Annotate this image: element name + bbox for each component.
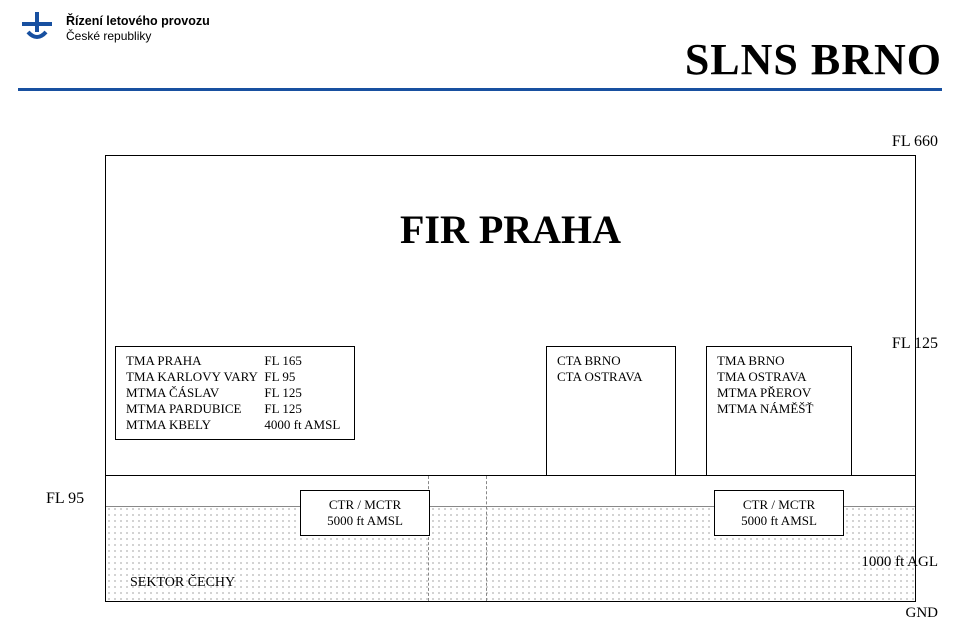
logo-area: Řízení letového provozu České republiky bbox=[18, 8, 210, 49]
ctr2-l2: 5000 ft AMSL bbox=[725, 513, 833, 529]
fl125-label: FL 125 bbox=[892, 335, 938, 353]
tma-east-box: TMA BRNO TMA OSTRAVA MTMA PŘEROV MTMA NÁ… bbox=[706, 346, 852, 477]
row-2-val: FL 125 bbox=[264, 385, 344, 401]
row-3-val: FL 125 bbox=[264, 401, 344, 417]
fir-title: FIR PRAHA bbox=[106, 206, 915, 253]
ctr2-l1: CTR / MCTR bbox=[725, 497, 833, 513]
te-l3: MTMA PŘEROV bbox=[717, 385, 841, 401]
row-3-name: MTMA PARDUBICE bbox=[126, 401, 264, 417]
agl-label: 1000 ft AGL bbox=[861, 554, 938, 571]
gnd-label: GND bbox=[906, 605, 939, 622]
te-l2: TMA OSTRAVA bbox=[717, 369, 841, 385]
row-2-name: MTMA ČÁSLAV bbox=[126, 385, 264, 401]
ctr1-l1: CTR / MCTR bbox=[311, 497, 419, 513]
fl660-label: FL 660 bbox=[892, 133, 938, 151]
fir-box: FIR PRAHA TMA PRAHAFL 165 TMA KARLOVY VA… bbox=[105, 155, 916, 477]
ctr-west-box: CTR / MCTR 5000 ft AMSL bbox=[300, 490, 430, 536]
row-1-val: FL 95 bbox=[264, 369, 344, 385]
row-0-name: TMA PRAHA bbox=[126, 353, 264, 369]
page-title: SLNS BRNO bbox=[685, 34, 942, 85]
sektor-label: SEKTOR ČECHY bbox=[130, 575, 235, 591]
header-rule bbox=[18, 88, 942, 91]
ctr-east-box: CTR / MCTR 5000 ft AMSL bbox=[714, 490, 844, 536]
row-1-name: TMA KARLOVY VARY bbox=[126, 369, 264, 385]
lower-box: CTR / MCTR 5000 ft AMSL CTR / MCTR 5000 … bbox=[105, 475, 916, 602]
logo-text: Řízení letového provozu České republiky bbox=[66, 14, 210, 43]
cta-l1: CTA BRNO bbox=[557, 353, 665, 369]
row-4-val: 4000 ft AMSL bbox=[264, 417, 344, 433]
te-l4: MTMA NÁMĚŠŤ bbox=[717, 401, 841, 417]
cta-l2: CTA OSTRAVA bbox=[557, 369, 665, 385]
org-line1: Řízení letového provozu bbox=[66, 14, 210, 29]
row-4-name: MTMA KBELY bbox=[126, 417, 264, 433]
tma-west-box: TMA PRAHAFL 165 TMA KARLOVY VARYFL 95 MT… bbox=[115, 346, 355, 440]
fl95-label: FL 95 bbox=[46, 490, 84, 508]
ctr1-l2: 5000 ft AMSL bbox=[311, 513, 419, 529]
row-0-val: FL 165 bbox=[264, 353, 344, 369]
te-l1: TMA BRNO bbox=[717, 353, 841, 369]
cta-box: CTA BRNO CTA OSTRAVA bbox=[546, 346, 676, 477]
org-line2: České republiky bbox=[66, 29, 210, 43]
sep-2 bbox=[486, 476, 487, 601]
logo-icon bbox=[18, 8, 56, 49]
header: Řízení letového provozu České republiky … bbox=[0, 0, 960, 100]
